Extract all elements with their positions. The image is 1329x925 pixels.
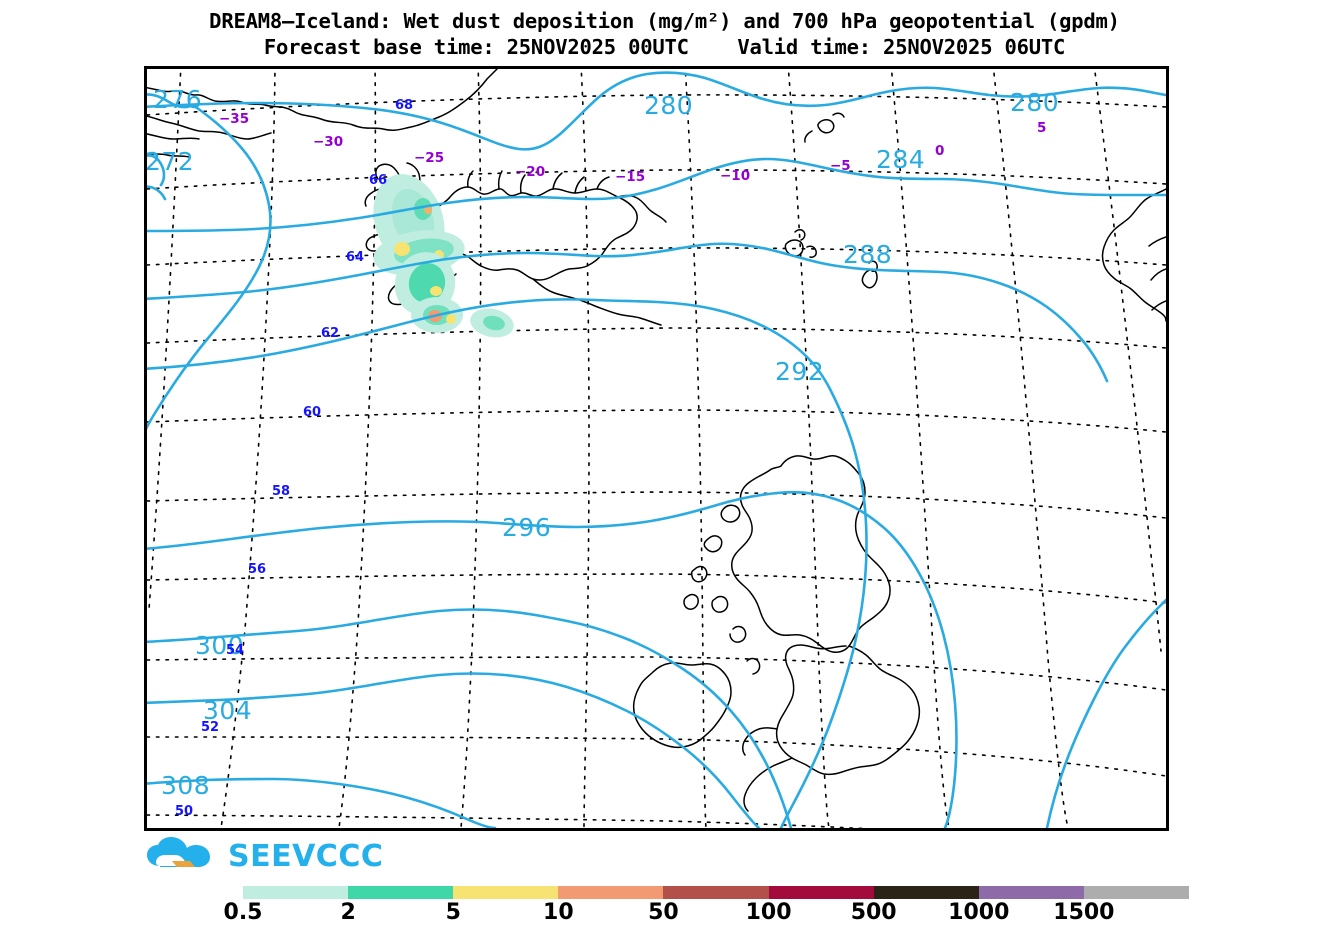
deposition-shading (373, 174, 514, 338)
page-subtitle: Forecast base time: 25NOV2025 00UTC Vali… (263, 35, 1066, 60)
map-canvas (147, 69, 1166, 828)
colorbar-tick-labels: 0.5 2 5 10 50 100 500 1000 1500 (224, 899, 1189, 925)
colorbar-tick-1500: 1500 (1053, 900, 1115, 925)
colorbar-segment-5 (453, 886, 559, 899)
colorbar-tick-500: 500 (850, 900, 897, 925)
logo-text: SEEVCCC (228, 839, 384, 874)
colorbar-segment-2 (348, 886, 454, 899)
colorbar-segment-0.5 (243, 886, 349, 899)
colorbar-segment-500 (873, 886, 979, 899)
colorbar-segment-100 (768, 886, 874, 899)
colorbar-segment-50 (663, 886, 769, 899)
colorbar-tick-5: 5 (445, 900, 461, 925)
graticule-parallels (147, 94, 1166, 828)
graticule-meridians (148, 69, 1162, 828)
colorbar-tick-0.5: 0.5 (223, 900, 263, 925)
colorbar-segment-1000 (978, 886, 1084, 899)
colorbar-swatches (243, 886, 1189, 899)
colorbar-tick-10: 10 (543, 900, 574, 925)
map-panel[interactable]: 276 272 280 280 284 288 292 296 300 304 … (144, 66, 1169, 831)
colorbar-segment-10 (558, 886, 664, 899)
colorbar-legend[interactable]: 0.5 2 5 10 50 100 500 1000 1500 (224, 886, 1189, 925)
chart-title-block: DREAM8—Iceland: Wet dust deposition (mg/… (0, 8, 1329, 60)
page-title: DREAM8—Iceland: Wet dust deposition (mg/… (209, 9, 1120, 33)
geopotential-contours (147, 71, 1166, 828)
cloud-arrow-icon (147, 837, 210, 867)
seevccc-logo: SEEVCCC (146, 836, 383, 878)
colorbar-tick-50: 50 (648, 900, 679, 925)
colorbar-segment-1500 (1083, 886, 1189, 899)
colorbar-tick-1000: 1000 (948, 900, 1010, 925)
colorbar-tick-2: 2 (340, 900, 356, 925)
colorbar-tick-100: 100 (745, 900, 792, 925)
